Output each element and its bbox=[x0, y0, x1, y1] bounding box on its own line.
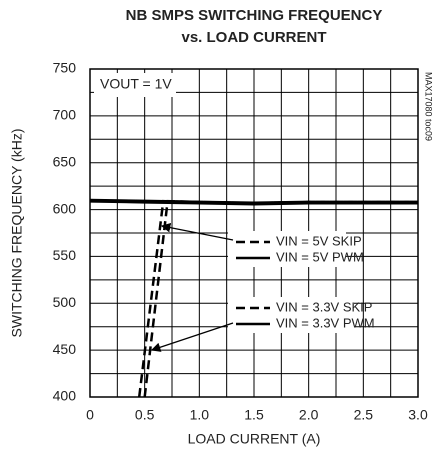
series-line bbox=[89, 199, 418, 206]
legend-label: VIN = 3.3V SKIP bbox=[276, 299, 372, 314]
y-tick-label: 500 bbox=[53, 294, 77, 310]
arrow bbox=[160, 222, 234, 241]
plot-frame bbox=[89, 68, 419, 398]
x-tick-label: 3.0 bbox=[408, 407, 428, 423]
arrow bbox=[150, 322, 234, 352]
legend-box bbox=[228, 297, 354, 333]
legend-label: VIN = 5V PWM bbox=[276, 249, 364, 264]
x-tick-label: 2.5 bbox=[354, 407, 374, 423]
y-tick-label: 700 bbox=[53, 107, 77, 123]
y-tick-label: 450 bbox=[53, 341, 77, 357]
annotation: VOUT = 1V bbox=[100, 76, 172, 92]
annotation-box bbox=[94, 73, 176, 97]
x-tick-label: 2.0 bbox=[299, 407, 319, 423]
y-tick-label: 750 bbox=[53, 60, 77, 76]
y-tick-label: 600 bbox=[53, 200, 77, 216]
x-tick-label: 1.0 bbox=[190, 407, 210, 423]
chart-title: NB SMPS SWITCHING FREQUENCY bbox=[126, 7, 383, 24]
legend-label: VIN = 5V SKIP bbox=[276, 233, 362, 248]
x-tick-label: 0 bbox=[86, 407, 94, 423]
y-tick-label: 400 bbox=[53, 388, 77, 404]
legend-box bbox=[228, 231, 346, 267]
x-tick-label: 1.5 bbox=[244, 407, 264, 423]
x-axis-label: LOAD CURRENT (A) bbox=[188, 431, 321, 447]
legend-label: VIN = 3.3V PWM bbox=[276, 315, 375, 330]
y-tick-label: 650 bbox=[53, 153, 77, 169]
x-tick-label: 0.5 bbox=[135, 407, 155, 423]
side-note: MAX17080 toc09 bbox=[424, 72, 434, 141]
chart-subtitle: vs. LOAD CURRENT bbox=[181, 29, 326, 46]
y-tick-label: 550 bbox=[53, 247, 77, 263]
y-axis-label: SWITCHING FREQUENCY (kHz) bbox=[9, 129, 25, 338]
